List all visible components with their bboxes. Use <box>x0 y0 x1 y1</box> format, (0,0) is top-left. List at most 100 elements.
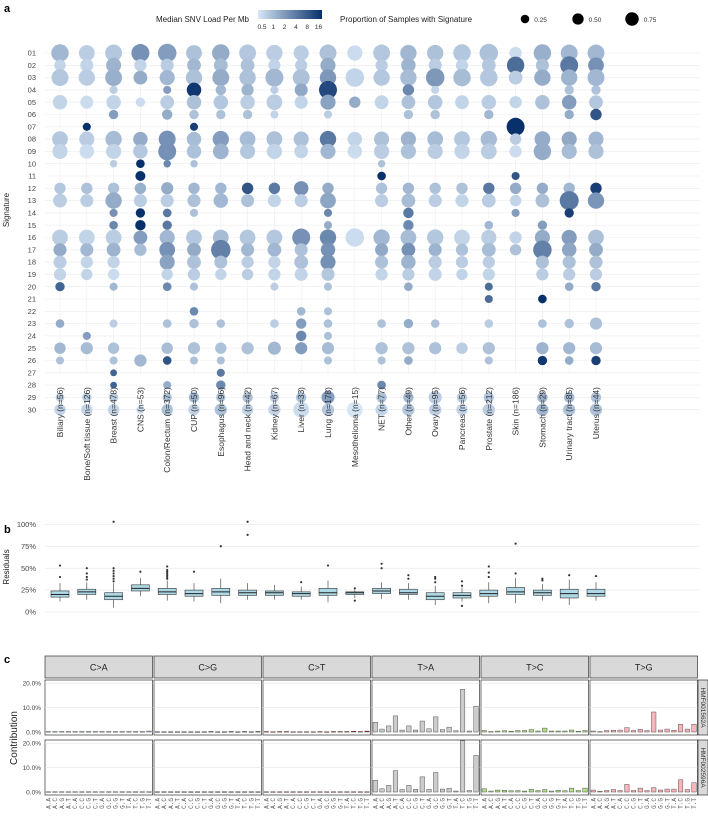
trinucleotide-context-label: A.A <box>154 798 161 809</box>
trinucleotide-context-label: C.A <box>617 798 624 809</box>
context-bar <box>126 731 132 733</box>
signature-label: 14 <box>28 209 36 218</box>
trinucleotide-context-label: A.C <box>270 798 277 809</box>
signature-bubble <box>375 243 389 257</box>
context-bar <box>154 791 160 793</box>
signature-bubble <box>375 403 388 416</box>
signature-bubble <box>536 403 549 416</box>
facet-strip <box>480 655 589 679</box>
context-bar <box>555 730 561 733</box>
trinucleotide-context-label: C.T <box>637 798 644 809</box>
size-legend-keys: 0.25 0.50 0.75 <box>520 12 657 26</box>
signature-bubble <box>535 255 549 269</box>
signature-bubble <box>294 95 308 109</box>
trinucleotide-context-label: T.A <box>344 798 351 809</box>
signature-bubble <box>187 242 201 257</box>
context-bar <box>433 716 439 733</box>
signature-bubble <box>216 319 226 328</box>
signature-label: 16 <box>28 233 36 242</box>
context-bar <box>52 731 58 733</box>
signature-bubble <box>591 85 601 95</box>
color-legend-gradient <box>258 10 322 19</box>
signature-axis-title: Signature <box>2 192 11 227</box>
context-bar <box>364 730 370 733</box>
mutational-profile-chart: Contribution C>A C>G C>T T>A T>C T>G 0.0% 10.0%… <box>9 655 708 809</box>
context-bar <box>181 731 187 733</box>
signature-bubble <box>53 255 67 269</box>
context-bar <box>590 789 596 793</box>
signature-bubble <box>241 268 254 281</box>
context-bar <box>337 791 343 793</box>
context-bar <box>657 789 663 793</box>
context-bar <box>79 731 85 733</box>
signature-bubble <box>401 193 416 208</box>
context-bar <box>99 731 105 733</box>
signature-bubble <box>215 342 227 354</box>
signature-bubble <box>560 56 579 75</box>
signature-label: 21 <box>28 295 36 304</box>
context-bar <box>255 791 261 793</box>
trinucleotide-context-label: G.A <box>317 798 324 809</box>
signature-bubble <box>400 44 417 62</box>
facet-strip-label: T>C <box>526 663 544 673</box>
box-outlier <box>460 580 464 583</box>
context-bar <box>392 715 398 733</box>
trinucleotide-context-label: G.C <box>542 798 549 809</box>
context-bar <box>112 791 118 793</box>
signature-bubble <box>133 131 148 147</box>
signature-bubble <box>162 356 172 365</box>
context-bar <box>277 791 283 793</box>
trinucleotide-context-label: A.G <box>168 798 175 809</box>
signature-bubble <box>589 403 603 416</box>
box-outlier <box>300 581 303 584</box>
signature-bubble <box>533 142 552 161</box>
signature-bubble <box>53 268 67 281</box>
context-bar <box>79 791 85 793</box>
context-bar <box>59 731 65 733</box>
signature-label: 11 <box>28 172 36 181</box>
cancer-type-label: Head and neck (n=42) <box>243 387 253 472</box>
signature-bubble <box>482 255 495 269</box>
signature-bubble <box>188 404 200 416</box>
contribution-tick-label: 20.0% <box>23 741 42 748</box>
context-bar <box>201 791 207 793</box>
context-bar <box>201 731 207 733</box>
trinucleotide-context-label: C.C <box>624 798 631 809</box>
signature-bubble <box>456 342 468 354</box>
signature-bubble <box>136 159 145 169</box>
context-bar <box>542 727 548 733</box>
box-outlier <box>434 577 437 580</box>
signature-bubble <box>80 194 94 208</box>
signature-bubble <box>564 208 574 218</box>
signature-bubble <box>107 182 120 194</box>
cancer-type-label: Urinary tract (n=85) <box>564 387 574 461</box>
signature-bubble <box>267 341 281 355</box>
signature-bubble <box>270 319 279 328</box>
signature-bubble <box>268 268 281 281</box>
box-outlier <box>541 577 544 580</box>
signature-bubble <box>52 229 68 246</box>
context-bar <box>357 731 363 733</box>
signature-bubble <box>52 94 68 110</box>
trinucleotide-context-label: C.C <box>515 798 522 809</box>
signature-bubble <box>133 194 147 208</box>
context-bar <box>575 731 581 733</box>
panel-label-a: a <box>4 3 11 15</box>
trinucleotide-context-label: T.G <box>466 798 473 809</box>
signature-bubble <box>319 44 337 62</box>
signature-bubble <box>377 380 386 390</box>
signature-bubble <box>374 143 390 159</box>
signature-bubble <box>561 131 577 147</box>
context-bar <box>379 788 385 793</box>
signature-bubble <box>484 294 493 304</box>
context-bar <box>364 791 370 793</box>
signature-bubble <box>106 94 121 110</box>
context-bar <box>562 790 568 793</box>
signature-bubble <box>105 69 123 87</box>
signature-bubble <box>294 194 308 208</box>
signature-bubble <box>216 380 226 390</box>
cancer-type-label: Bone/Soft tissue (n=126) <box>82 387 92 481</box>
signature-bubble <box>187 194 201 208</box>
signature-bubble <box>533 44 552 62</box>
context-bar <box>263 731 269 733</box>
